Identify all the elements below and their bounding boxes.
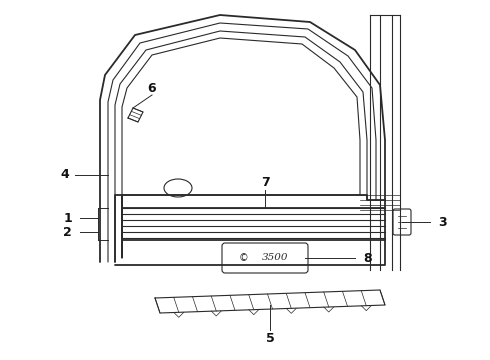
Text: 8: 8 [363, 252, 371, 265]
Text: 1: 1 [63, 211, 72, 225]
Text: 7: 7 [261, 175, 270, 189]
Text: 3: 3 [438, 216, 446, 229]
Text: 4: 4 [61, 168, 70, 181]
Text: ©: © [238, 253, 248, 263]
Text: 3500: 3500 [262, 253, 288, 262]
Text: 2: 2 [63, 225, 72, 238]
Text: 6: 6 [147, 81, 156, 94]
Text: 5: 5 [266, 332, 274, 345]
